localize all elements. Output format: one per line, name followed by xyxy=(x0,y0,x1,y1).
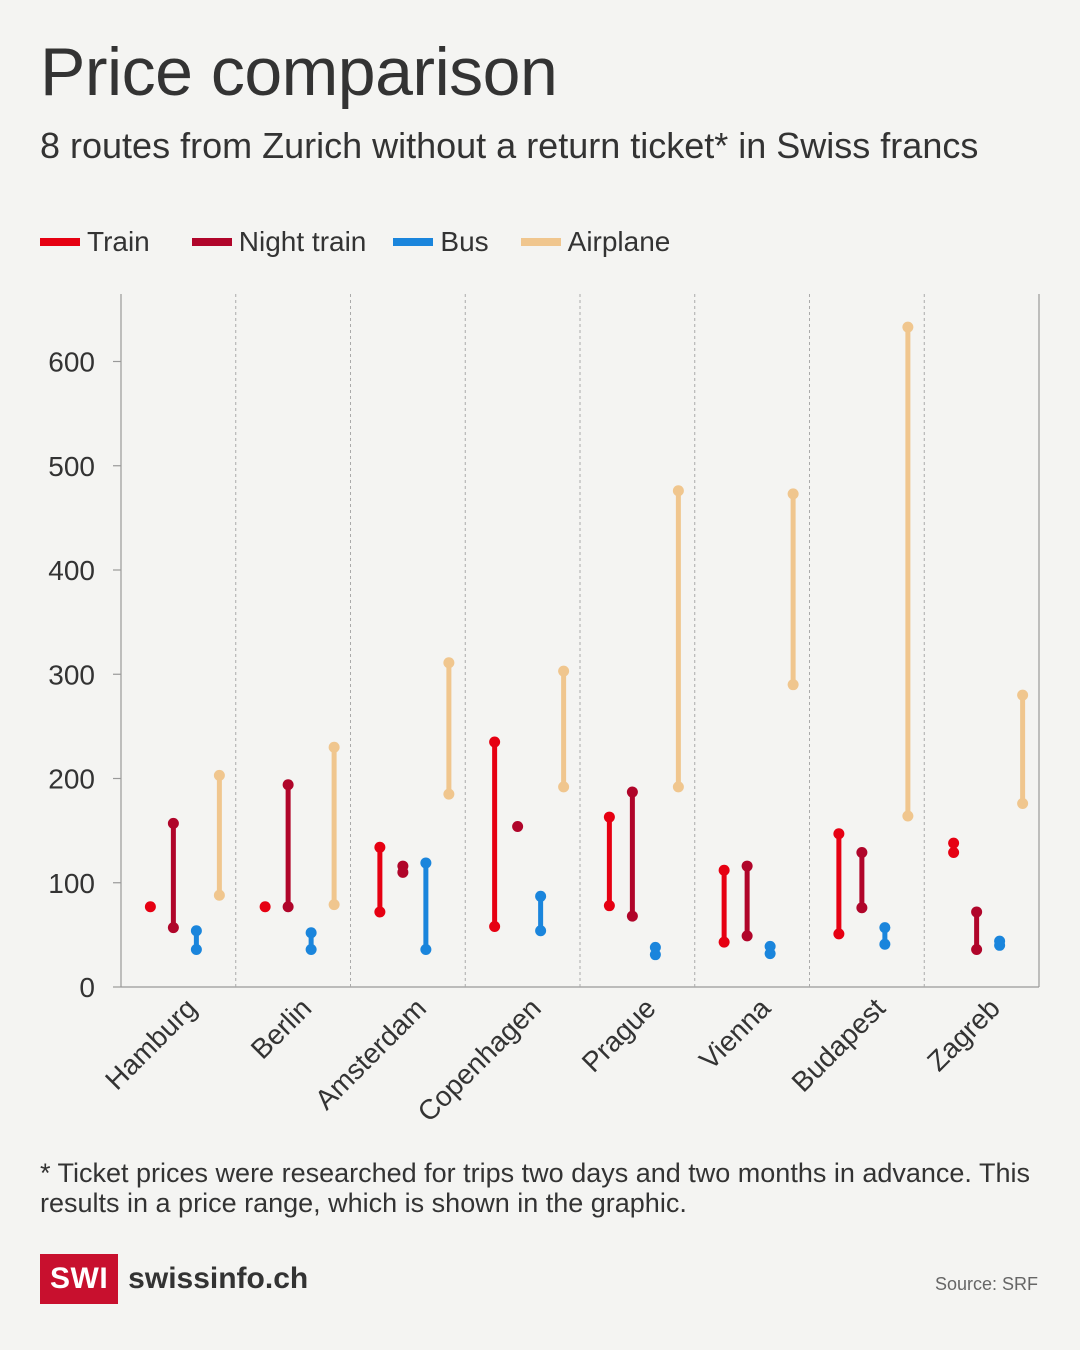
swissinfo-logo[interactable]: SWI swissinfo.ch xyxy=(40,1254,308,1304)
airplane-budapest-max-point xyxy=(902,321,914,333)
train-budapest-max-point xyxy=(833,828,845,840)
airplane-zagreb-max-point xyxy=(1017,689,1029,701)
x-tick-label-prague: Prague xyxy=(576,992,662,1078)
legend-label-train: Train xyxy=(87,226,150,257)
chart-title: Price comparison xyxy=(40,34,558,110)
y-tick-label-400: 400 xyxy=(48,555,95,586)
train-vienna-max-point xyxy=(718,864,730,876)
airplane-budapest-min-point xyxy=(902,810,914,822)
airplane-prague-max-point xyxy=(672,485,684,497)
airplane-amsterdam-min-point xyxy=(443,788,455,800)
bus-vienna-min-point xyxy=(764,948,776,960)
train-copenhagen-max-point xyxy=(489,736,501,748)
train-hamburg-point xyxy=(144,901,156,913)
bus-hamburg-min-point xyxy=(190,943,202,955)
legend-label-bus: Bus xyxy=(440,226,489,257)
night-train-budapest-max-point xyxy=(856,847,868,859)
x-tick-label-hamburg: Hamburg xyxy=(99,992,202,1095)
legend-swatch-bus xyxy=(393,238,434,246)
y-tick-label-200: 200 xyxy=(48,764,95,795)
bus-amsterdam-min-point xyxy=(420,943,432,955)
train-vienna-min-point xyxy=(718,936,730,948)
bus-berlin-min-point xyxy=(305,943,317,955)
night-train-zagreb-max-point xyxy=(971,906,983,918)
train-copenhagen-min-point xyxy=(489,921,501,933)
legend-swatch-night-train xyxy=(191,238,232,246)
x-tick-label-vienna: Vienna xyxy=(693,992,777,1076)
train-berlin-point xyxy=(259,901,271,913)
legend-label-night-train: Night train xyxy=(238,226,367,257)
legend-swatch-train xyxy=(40,238,80,246)
bus-copenhagen-max-point xyxy=(535,890,547,902)
y-tick-label-0: 0 xyxy=(79,972,95,1003)
range-chart: 0 100 200 300 400 500 600 Hamburg BerlinAmsterda… xyxy=(48,294,1040,1128)
x-tick-label-zagreb: Zagreb xyxy=(921,992,1006,1077)
y-tick-label-100: 100 xyxy=(48,868,95,899)
night-train-budapest-min-point xyxy=(856,902,868,914)
x-tick-label-berlin: Berlin xyxy=(245,992,318,1065)
airplane-hamburg-min-point xyxy=(213,889,225,901)
x-tick-label-copenhagen: Copenhagen xyxy=(412,992,547,1127)
airplane-zagreb-min-point xyxy=(1017,798,1029,810)
night-train-hamburg-min-point xyxy=(167,922,179,934)
x-tick-label-amsterdam: Amsterdam xyxy=(309,992,432,1115)
train-zagreb-max-point xyxy=(948,837,960,849)
night-train-vienna-min-point xyxy=(741,930,753,942)
bus-copenhagen-min-point xyxy=(535,925,547,937)
train-zagreb-min-point xyxy=(948,847,960,859)
night-train-copenhagen-point xyxy=(512,820,524,832)
train-amsterdam-max-point xyxy=(374,841,386,853)
bus-prague-min-point xyxy=(649,949,661,961)
swi-mark: SWI xyxy=(40,1254,119,1304)
y-tick-label-300: 300 xyxy=(48,659,95,690)
airplane-copenhagen-max-point xyxy=(558,665,570,677)
bus-hamburg-max-point xyxy=(190,925,202,937)
airplane-vienna-max-point xyxy=(787,488,799,500)
night-train-zagreb-min-point xyxy=(971,943,983,955)
chart-subtitle: 8 routes from Zurich without a return ti… xyxy=(40,125,979,166)
airplane-copenhagen-min-point xyxy=(558,781,570,793)
logo-text: swissinfo.ch xyxy=(128,1262,309,1295)
legend-item-night-train: Night train xyxy=(191,226,367,258)
night-train-berlin-max-point xyxy=(282,779,294,791)
airplane-berlin-min-point xyxy=(328,899,340,911)
legend: Train Night train Bus Airplane xyxy=(40,226,670,258)
train-prague-max-point xyxy=(603,811,615,823)
bus-budapest-min-point xyxy=(879,938,891,950)
legend-item-airplane: Airplane xyxy=(520,226,671,258)
night-train-vienna-max-point xyxy=(741,860,753,872)
night-train-berlin-min-point xyxy=(282,901,294,913)
y-tick-label-500: 500 xyxy=(48,451,95,482)
airplane-prague-min-point xyxy=(672,781,684,793)
night-train-hamburg-max-point xyxy=(167,817,179,829)
airplane-vienna-min-point xyxy=(787,679,799,691)
airplane-amsterdam-max-point xyxy=(443,657,455,669)
bus-berlin-max-point xyxy=(305,927,317,939)
x-tick-label-budapest: Budapest xyxy=(786,992,892,1098)
night-train-amsterdam-min-point xyxy=(397,866,409,878)
train-amsterdam-min-point xyxy=(374,906,386,918)
y-tick-label-600: 600 xyxy=(48,347,95,378)
train-budapest-min-point xyxy=(833,928,845,940)
bus-zagreb-min-point xyxy=(994,939,1006,951)
train-prague-min-point xyxy=(603,900,615,912)
source-credit: Source: SRF xyxy=(934,1274,1038,1294)
airplane-berlin-max-point xyxy=(328,741,340,753)
legend-swatch-airplane xyxy=(520,238,561,246)
bus-amsterdam-max-point xyxy=(420,857,432,869)
bus-budapest-max-point xyxy=(879,922,891,934)
legend-label-airplane: Airplane xyxy=(567,226,671,257)
airplane-hamburg-max-point xyxy=(213,769,225,781)
legend-item-bus: Bus xyxy=(393,226,489,258)
footnote: * Ticket prices were researched for trip… xyxy=(40,1158,1030,1218)
night-train-prague-min-point xyxy=(626,910,638,922)
legend-item-train: Train xyxy=(40,226,150,258)
night-train-prague-max-point xyxy=(626,786,638,798)
